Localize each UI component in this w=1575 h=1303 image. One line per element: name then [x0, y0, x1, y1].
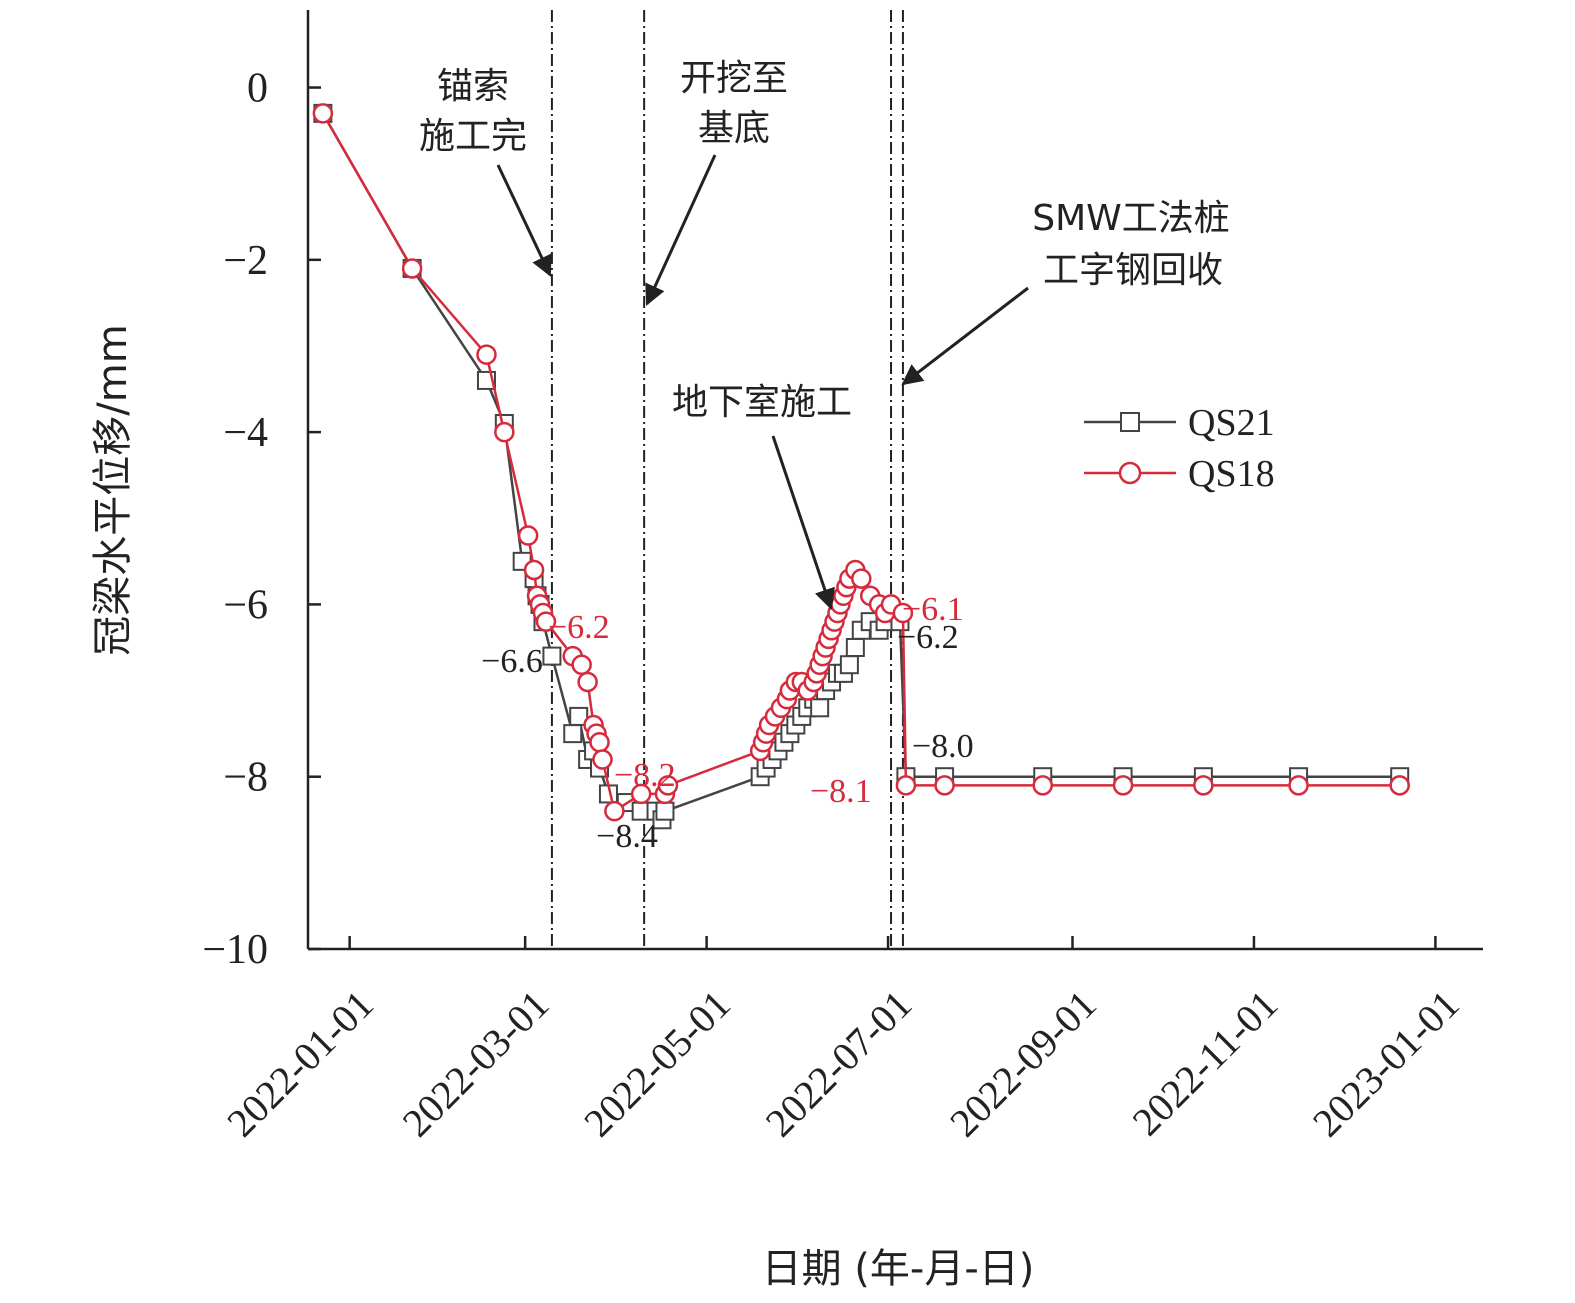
data-point	[630, 783, 652, 805]
x-tick-label: 2022-03-01	[394, 982, 558, 1146]
value-label: −8.0	[912, 728, 974, 765]
data-point	[845, 637, 865, 657]
data-point	[592, 749, 613, 770]
event-label-anchor-line1: 锚索	[437, 66, 509, 107]
event-label-smw-line2: 工字钢回收	[1043, 250, 1223, 291]
data-point	[476, 344, 497, 365]
x-tick-label: 2022-11-01	[1124, 982, 1287, 1145]
legend: QS21 QS18	[1084, 402, 1275, 495]
legend-label: QS18	[1188, 453, 1275, 495]
value-label: −6.2	[548, 609, 610, 646]
event-label-anchor-line2: 施工完	[419, 116, 527, 157]
y-tick-label: −8	[223, 755, 268, 801]
x-axis-label: 日期 (年-月-日)	[762, 1246, 1035, 1292]
x-tick-label: 2022-07-01	[757, 982, 921, 1146]
data-point	[563, 724, 583, 744]
y-tick-label: −4	[223, 410, 268, 456]
event-lines	[550, 10, 904, 949]
value-label: −8.4	[596, 818, 658, 855]
y-tick-label: −10	[202, 927, 268, 973]
annotation-arrow-basement	[771, 435, 835, 610]
data-point	[401, 258, 423, 279]
x-tick-label: 2023-01-01	[1304, 982, 1468, 1146]
data-point	[657, 775, 679, 796]
data-point	[571, 654, 592, 675]
y-axis-label: 冠梁水平位移/mm	[90, 324, 136, 655]
data-point	[892, 602, 914, 624]
legend-marker	[1118, 461, 1142, 485]
y-tick-label: −2	[223, 238, 268, 284]
data-point	[839, 655, 859, 675]
data-point	[1112, 775, 1134, 796]
data-point	[535, 611, 557, 632]
legend-marker	[1120, 412, 1140, 432]
y-tick-label: 0	[247, 66, 268, 112]
event-label-excavate-line2: 基底	[698, 108, 770, 149]
event-label-excavate-line1: 开挖至	[680, 58, 788, 99]
data-point	[589, 731, 610, 753]
value-label: −8.1	[810, 773, 872, 810]
x-tick-label: 2022-09-01	[941, 982, 1105, 1146]
data-point	[542, 646, 562, 666]
value-label: −6.6	[481, 643, 543, 680]
value-label: −6.2	[897, 619, 959, 656]
data-point	[604, 800, 625, 822]
data-point	[494, 421, 515, 443]
data-point	[312, 103, 334, 124]
data-point	[1389, 775, 1410, 796]
value-label: −8.2	[614, 757, 676, 794]
data-point	[1288, 775, 1309, 796]
data-point	[569, 706, 589, 726]
data-point	[1032, 775, 1053, 796]
data-point	[851, 568, 872, 589]
series-qs18	[312, 103, 1410, 822]
data-point	[517, 525, 539, 546]
data-point	[1193, 775, 1214, 796]
event-arrow-smw	[901, 286, 1029, 386]
event-arrow-anchor	[496, 164, 552, 277]
data-point	[934, 775, 955, 796]
data-point	[655, 801, 675, 821]
data-point	[577, 671, 598, 693]
data-point	[810, 698, 830, 718]
data-point	[895, 775, 917, 796]
event-arrow-excavate	[645, 154, 717, 306]
value-label: −6.1	[902, 591, 964, 628]
x-tick-label: 2022-01-01	[218, 982, 382, 1146]
legend-label: QS21	[1188, 402, 1275, 444]
annotation-basement: 地下室施工	[672, 382, 852, 423]
x-tick-label: 2022-05-01	[575, 982, 739, 1146]
data-point	[523, 559, 545, 581]
y-tick-label: −6	[223, 582, 268, 628]
event-label-smw-line1: SMW工法桩	[1032, 198, 1230, 239]
